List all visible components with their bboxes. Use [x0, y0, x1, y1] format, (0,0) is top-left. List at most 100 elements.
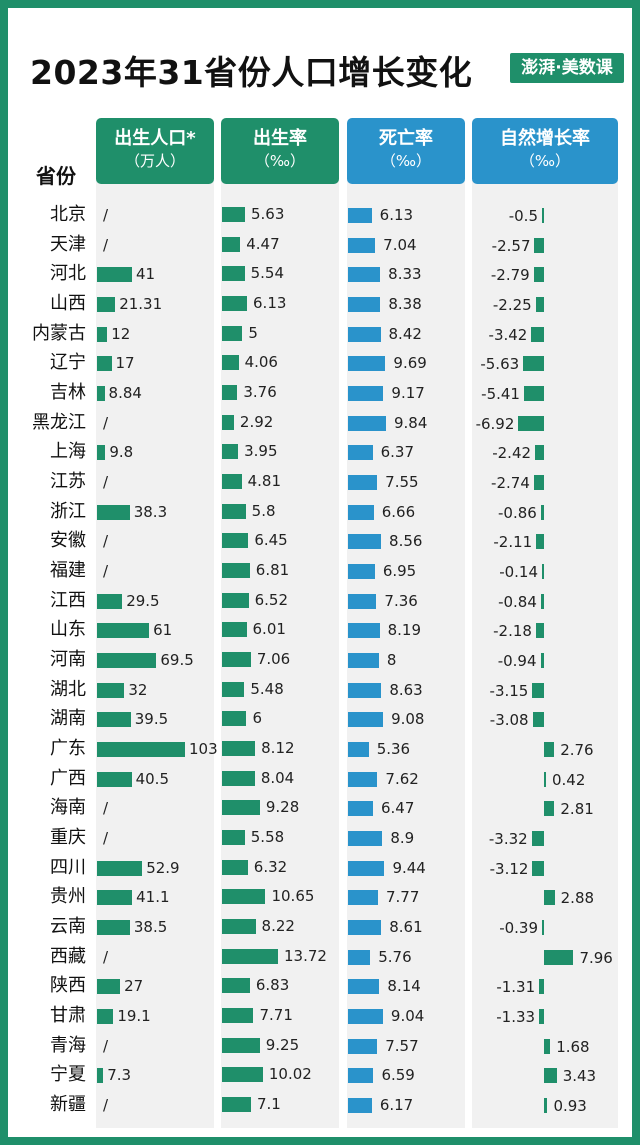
- birth-rate-bar: [222, 830, 245, 846]
- birth-rate-value: 10.02: [268, 1065, 312, 1084]
- births-missing: /: [103, 829, 109, 848]
- birth-rate-value: 5.8: [251, 501, 276, 520]
- death-rate-value: 8.56: [389, 532, 423, 551]
- birth-rate-bar: [222, 681, 245, 697]
- birth-rate-bar: [222, 919, 256, 935]
- growth-bar-negative: [542, 208, 544, 223]
- death-rate-bar: [348, 356, 386, 372]
- birth-rate-bar: [222, 622, 247, 638]
- growth-bar-negative: [523, 386, 544, 402]
- province-label: 天津: [50, 233, 86, 255]
- growth-bar-negative: [531, 326, 544, 342]
- births-value: 38.3: [133, 502, 168, 521]
- growth-value: -0.14: [499, 563, 538, 582]
- birth-rate-value: 7.06: [256, 650, 291, 669]
- death-rate-bar: [348, 445, 373, 461]
- death-rate-value: 6.47: [380, 799, 415, 818]
- death-rate-value: 7.04: [383, 235, 417, 254]
- growth-value: 2.88: [560, 889, 595, 908]
- birth-rate-bar: [222, 770, 255, 786]
- growth-value: -5.63: [480, 355, 520, 374]
- growth-bar-negative: [535, 297, 544, 312]
- death-rate-bar: [348, 475, 378, 491]
- growth-bar-negative: [540, 593, 544, 609]
- birth-rate-value: 6: [252, 709, 263, 728]
- births-bar: [97, 386, 105, 402]
- death-rate-value: 5.36: [376, 740, 411, 759]
- province-label: 四川: [50, 856, 86, 878]
- province-label: 陕西: [50, 975, 86, 997]
- births-header-unit: （万人）: [124, 152, 185, 170]
- death-rate-value: 6.37: [380, 443, 414, 462]
- province-header: 省份: [36, 164, 76, 188]
- birth-rate-bar: [222, 1067, 263, 1083]
- birth-rate-value: 6.52: [254, 590, 289, 609]
- brand-logo: 澎湃·美数课: [510, 53, 624, 83]
- births-bar: [97, 445, 106, 461]
- growth-bar-positive: [544, 771, 546, 787]
- growth-value: -1.31: [496, 978, 536, 997]
- province-label: 甘肃: [50, 1005, 86, 1027]
- growth-bar-positive: [544, 1068, 557, 1084]
- births-missing: /: [103, 1036, 109, 1055]
- death-rate-bar: [348, 801, 373, 817]
- death-rate-value: 8.19: [387, 621, 422, 640]
- death-rate-value: 9.84: [394, 413, 428, 432]
- province-label: 海南: [50, 797, 86, 819]
- births-value: 39.5: [134, 710, 169, 729]
- birth-rate-value: 9.28: [265, 798, 300, 817]
- births-value: 8.84: [108, 384, 142, 403]
- growth-bar-negative: [534, 237, 544, 253]
- birth-rate-bar: [222, 355, 239, 371]
- growth-value: 0.42: [552, 770, 586, 789]
- births-value: 19.1: [117, 1007, 151, 1026]
- births-value: 9.8: [109, 443, 134, 462]
- death-rate-value: 6.13: [379, 206, 414, 224]
- province-label: 黑龙江: [32, 411, 86, 433]
- birth-rate-value: 2.92: [239, 412, 274, 431]
- birth-rate-value: 5.48: [250, 679, 284, 698]
- death-rate-value: 8.33: [388, 265, 422, 284]
- province-label: 山西: [50, 293, 86, 314]
- birth-rate-bar: [222, 741, 256, 757]
- death-rate-bar: [348, 771, 378, 787]
- death-rate-value: 6.95: [382, 562, 417, 581]
- death-rate-bar: [348, 386, 384, 402]
- births-bar: [97, 771, 132, 787]
- growth-value: -0.84: [498, 592, 537, 611]
- births-bar: [97, 326, 108, 342]
- birth-rate-value: 5.54: [250, 264, 285, 283]
- birth-rate-bar: [222, 978, 250, 994]
- growth-value: -0.94: [497, 652, 537, 671]
- births-value: 38.5: [133, 918, 168, 937]
- growth-bar-negative: [535, 623, 544, 639]
- growth-value: -2.74: [491, 474, 530, 493]
- death-rate-bar: [348, 237, 376, 253]
- death-rate-bar: [348, 326, 381, 342]
- death-rate-header-unit: （‰）: [380, 152, 432, 170]
- growth-bar-negative: [536, 534, 544, 550]
- growth-bar-negative: [542, 564, 544, 580]
- births-value: 103: [189, 740, 218, 759]
- births-value: 29.5: [126, 591, 160, 610]
- birth-rate-bar: [222, 859, 248, 875]
- births-missing: /: [103, 562, 109, 581]
- growth-bar-negative: [540, 653, 544, 669]
- death-rate-bar: [348, 831, 383, 847]
- birth-rate-value: 10.65: [271, 887, 315, 906]
- province-label: 广东: [50, 738, 86, 760]
- death-rate-value: 9.44: [392, 858, 426, 877]
- growth-value: -3.32: [488, 830, 528, 849]
- birth-rate-bar: [222, 414, 234, 430]
- growth-bar-positive: [544, 742, 555, 758]
- birth-rate-bar: [222, 533, 249, 549]
- birth-rate-bar: [222, 1097, 251, 1113]
- death-rate-bar: [348, 1009, 383, 1025]
- province-label: 山东: [50, 619, 86, 641]
- province-label: 重庆: [50, 827, 86, 849]
- birth-rate-value: 4.81: [247, 472, 282, 491]
- death-rate-bar: [348, 742, 369, 758]
- birth-rate-value: 6.81: [255, 561, 290, 580]
- births-value: 12: [111, 324, 131, 343]
